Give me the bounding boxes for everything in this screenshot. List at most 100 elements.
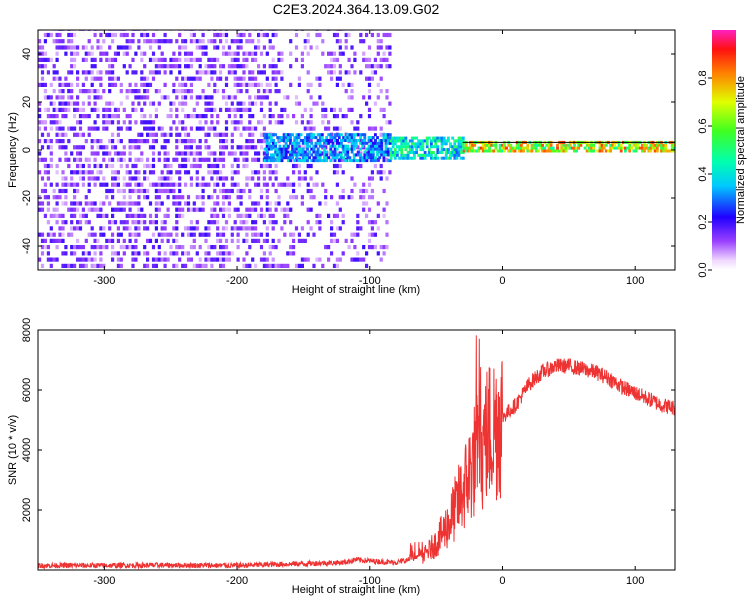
spectrogram-cell [122,32,126,38]
spectrogram-cell [340,153,343,157]
spectrogram-cell [341,114,345,119]
x-tick-label: -300 [93,275,115,287]
spectrogram-cell [301,139,305,142]
spectrogram-cell [76,45,80,50]
spectrogram-cell [251,157,255,162]
spectrogram-cell [146,89,150,94]
spectrogram-cell [102,263,106,268]
spectrogram-cell [137,89,141,94]
spectrogram-cell [370,245,374,250]
spectrogram-cell [46,114,50,119]
spectrogram-cell [357,150,360,154]
spectrogram-cell [157,89,161,94]
spectrogram-cell [55,182,59,187]
spectrogram-cell [373,220,377,225]
spectrogram-cell [224,132,229,137]
spectrogram-cell [113,145,118,150]
spectrogram-cell [257,82,261,87]
spectrogram-cell [61,101,65,106]
spectrogram-cell [181,101,185,106]
spectrogram-cell [306,89,310,94]
spectrogram-cell [638,146,642,150]
spectrogram-cell [154,213,158,218]
spectrogram-cell [143,95,147,100]
spectrogram-cell [134,201,138,206]
spectrogram-cell [289,182,293,187]
spectrogram-cell [284,156,288,160]
spectrogram-cell [363,159,367,163]
spectrogram-cell [55,257,59,262]
spectrogram-cell [547,143,551,147]
spectrogram-cell [314,159,318,163]
spectrogram-cell [122,182,126,187]
spectrogram-cell [236,120,240,125]
spectrogram-cell [58,76,62,81]
spectrogram-cell [99,213,103,218]
spectrogram-cell [294,57,299,62]
spectrogram-cell [43,32,47,38]
spectrogram-cell [201,126,205,131]
spectrogram-cell [189,32,193,38]
spectrogram-cell [455,148,459,152]
spectrogram-cell [245,51,249,56]
spectrogram-cell [388,51,392,56]
spectrogram-cell [108,64,112,69]
spectrogram-cell [337,144,341,148]
spectrogram-cell [268,170,272,175]
spectrogram-cell [122,45,126,50]
spectrogram-cell [315,170,319,175]
spectrogram-cell [297,159,301,163]
spectrogram-cell [301,153,305,157]
spectrogram-cell [329,159,333,163]
spectrogram-cell [289,195,293,200]
spectrogram-cell [257,213,261,218]
spectrogram-cell [163,157,167,162]
spectrogram-cell [271,182,275,187]
spectrogram-cell [111,76,115,81]
spectrogram-cell [93,176,97,181]
spectrogram-cell [201,51,205,56]
spectrogram-cell [318,136,322,140]
spectrogram-cell [265,76,269,81]
spectrogram-cell [233,57,237,62]
spectrogram-cell [204,107,208,112]
spectrogram-cell [189,57,193,62]
spectrogram-cell [166,95,170,100]
spectrogram-cell [151,263,156,268]
spectrogram-cell [248,245,252,250]
spectrogram-cell [192,139,196,144]
spectrogram-cell [102,232,106,237]
spectrogram-cell [361,133,365,137]
spectrogram-cell [204,120,208,125]
spectrogram-cell [84,114,88,119]
spectrogram-cell [609,149,612,153]
spectrogram-cell [38,151,42,156]
spectrogram-cell [318,133,322,137]
spectrogram-cell [122,251,126,256]
spectrogram-cell [96,89,100,94]
spectrogram-cell [344,136,348,140]
spectrogram-cell [408,139,412,143]
spectrogram-cell [267,144,271,148]
spectrogram-cell [344,147,348,151]
spectrogram-cell [236,182,240,187]
spectrogram-cell [102,151,106,156]
spectrogram-cell [227,188,231,194]
spectrogram-cell [55,114,59,119]
spectrogram-cell [146,120,150,125]
spectrogram-cell [163,57,167,62]
spectrogram-cell [166,139,170,144]
spectrogram-cell [346,147,350,151]
spectrogram-cell [602,146,606,150]
spectrogram-cell [64,151,68,156]
spectrogram-cell [417,142,421,146]
spectrogram-cell [488,149,491,153]
spectrogram-cell [49,163,53,169]
spectrogram-cell [413,151,416,154]
spectrogram-cell [359,147,362,151]
spectrogram-cell [645,146,649,150]
spectrogram-cell [160,95,164,100]
spectrogram-cell [373,101,377,106]
spectrogram-cell [198,163,202,169]
